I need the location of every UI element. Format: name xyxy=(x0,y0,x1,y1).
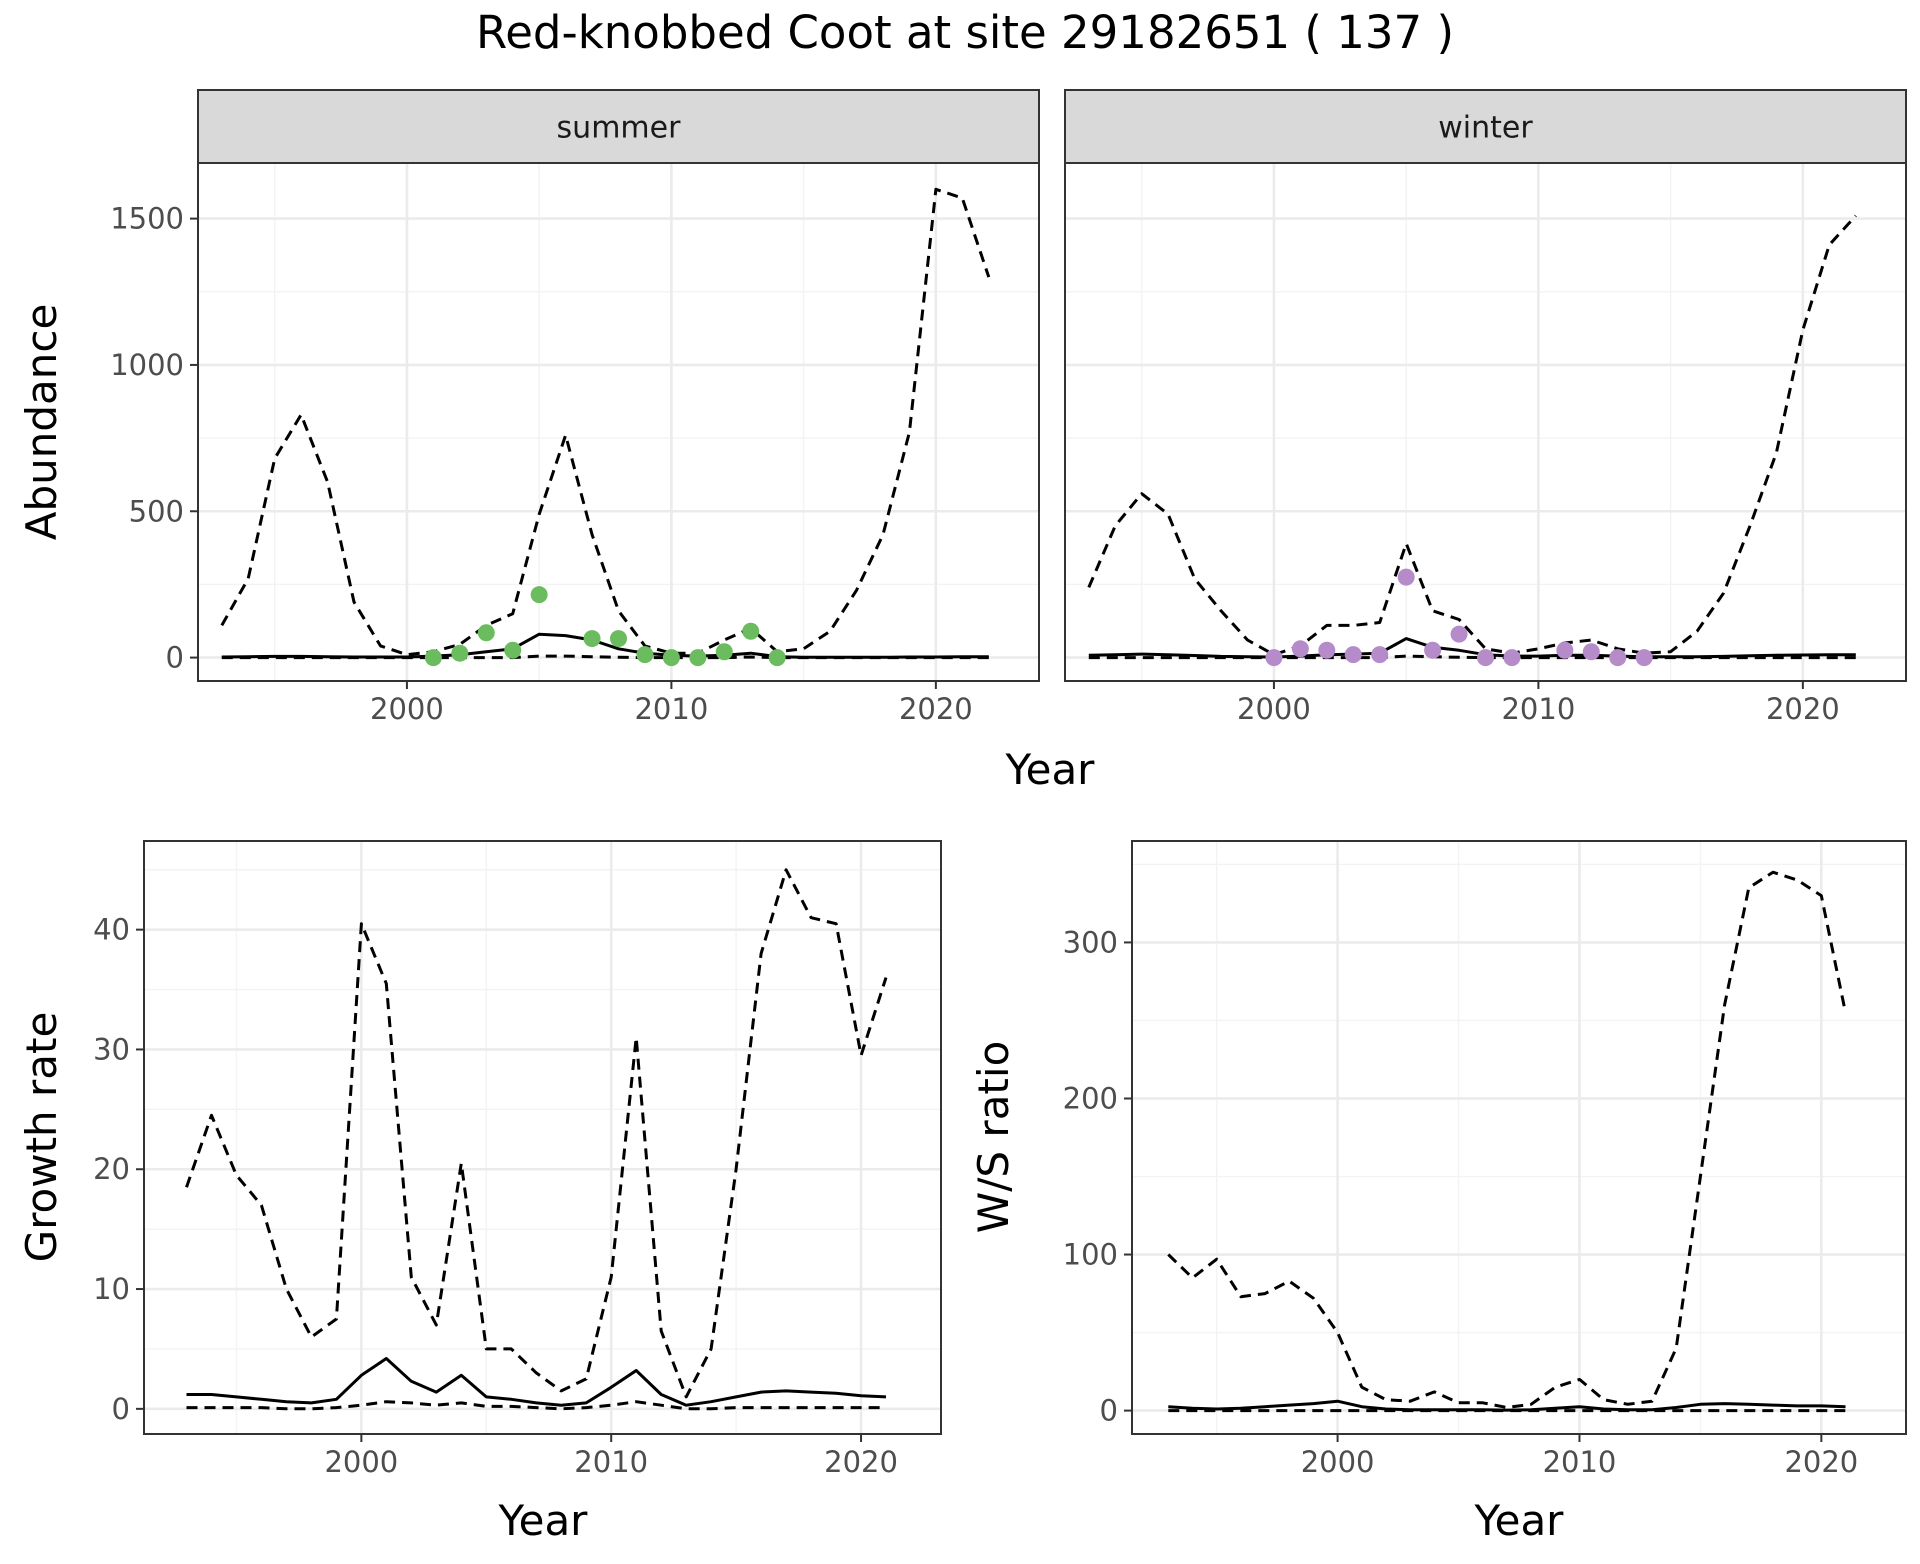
facet-strip-label: winter xyxy=(1438,111,1533,146)
summer-panel: summer 2000 2010 2020 0 500 1000 1500 xyxy=(110,89,1040,726)
chart-title: Red-knobbed Coot at site 29182651 ( 137 … xyxy=(476,6,1454,59)
observed-point xyxy=(662,649,680,667)
ws-background xyxy=(1132,841,1906,1434)
x-tick-label: 2010 xyxy=(634,692,708,726)
observed-point xyxy=(1318,641,1336,659)
mean-line xyxy=(1168,1399,1846,1412)
observed-point xyxy=(1265,649,1283,667)
x-tick-label: 2020 xyxy=(1766,692,1840,726)
observed-point xyxy=(1450,625,1468,643)
observed-point xyxy=(636,646,654,664)
abundance-x-axis-title: Year xyxy=(1005,745,1096,794)
observed-point xyxy=(610,630,627,648)
observed-point xyxy=(1397,568,1415,586)
x-tick-label: 2000 xyxy=(1301,1445,1375,1479)
winter-panel: winter 2000 2010 2020 xyxy=(1064,89,1907,726)
summer-background xyxy=(198,163,1039,681)
y-tick-label: 0 xyxy=(166,641,184,675)
observed-point xyxy=(1556,641,1574,659)
x-tick-label: 2020 xyxy=(1784,1445,1858,1479)
ws-x-axis-title: Year xyxy=(1474,1496,1565,1545)
upper-bound-line xyxy=(1167,870,1847,1409)
y-tick-label: 100 xyxy=(1063,1238,1118,1272)
facet-strip xyxy=(1064,89,1907,164)
upper-bound-line xyxy=(185,868,888,1399)
x-tick-label: 2010 xyxy=(574,1445,648,1479)
x-tick-label: 2000 xyxy=(324,1445,398,1479)
observed-point xyxy=(1635,649,1653,667)
observed-point xyxy=(742,622,760,640)
x-tick-label: 2000 xyxy=(1237,692,1311,726)
growth-y-axis-title: Growth rate xyxy=(17,1012,66,1263)
upper-bound-line xyxy=(1087,214,1857,657)
ws-panel: 2000 2010 2020 0 100 200 300 xyxy=(1063,840,1907,1479)
y-tick-label: 300 xyxy=(1063,925,1118,959)
observed-point xyxy=(1424,641,1442,659)
observed-point xyxy=(1371,646,1389,664)
observed-point xyxy=(451,644,469,662)
y-tick-label: 40 xyxy=(93,913,130,947)
growth-panel: 2000 2010 2020 0 10 20 30 40 xyxy=(93,840,942,1479)
y-tick-label: 0 xyxy=(1100,1394,1118,1428)
x-tick-label: 2010 xyxy=(1501,692,1575,726)
observed-point xyxy=(424,649,442,667)
observed-point xyxy=(1344,646,1362,664)
y-tick-label: 1000 xyxy=(110,348,184,382)
x-tick-label: 2010 xyxy=(1543,1445,1617,1479)
observed-point xyxy=(1609,649,1627,667)
observed-point xyxy=(689,649,707,667)
growth-background xyxy=(144,841,941,1434)
growth-border xyxy=(143,840,942,1435)
observed-point xyxy=(583,630,601,648)
y-tick-label: 500 xyxy=(129,494,184,528)
ws-border xyxy=(1131,840,1907,1435)
observed-point xyxy=(715,643,733,661)
y-tick-label: 0 xyxy=(112,1392,130,1426)
observed-point xyxy=(504,641,522,659)
lower-bound-line xyxy=(186,1400,886,1411)
observed-point xyxy=(477,624,495,642)
x-tick-label: 2020 xyxy=(824,1445,898,1479)
x-tick-label: 2020 xyxy=(899,692,973,726)
observed-point xyxy=(1291,640,1309,658)
y-tick-label: 20 xyxy=(93,1152,130,1186)
y-tick-label: 1500 xyxy=(110,202,184,236)
mean-line xyxy=(186,1357,887,1407)
y-tick-label: 30 xyxy=(93,1032,130,1066)
mean-line xyxy=(221,632,989,659)
facet-strip xyxy=(197,89,1040,164)
observed-point xyxy=(530,586,548,604)
x-tick-label: 2000 xyxy=(370,692,444,726)
y-tick-label: 10 xyxy=(93,1272,130,1306)
mean-line xyxy=(1088,637,1856,659)
observed-point xyxy=(768,649,786,667)
ws-y-axis-title: W/S ratio xyxy=(969,1041,1018,1234)
facet-strip-label: summer xyxy=(557,111,682,146)
abundance-y-axis-title: Abundance xyxy=(17,304,66,541)
y-tick-label: 200 xyxy=(1063,1081,1118,1115)
growth-x-axis-title: Year xyxy=(498,1496,589,1545)
observed-point xyxy=(1503,649,1521,667)
observed-point xyxy=(1582,643,1600,661)
observed-point xyxy=(1477,649,1494,667)
upper-bound-line xyxy=(220,187,991,657)
winter-background xyxy=(1065,163,1906,681)
